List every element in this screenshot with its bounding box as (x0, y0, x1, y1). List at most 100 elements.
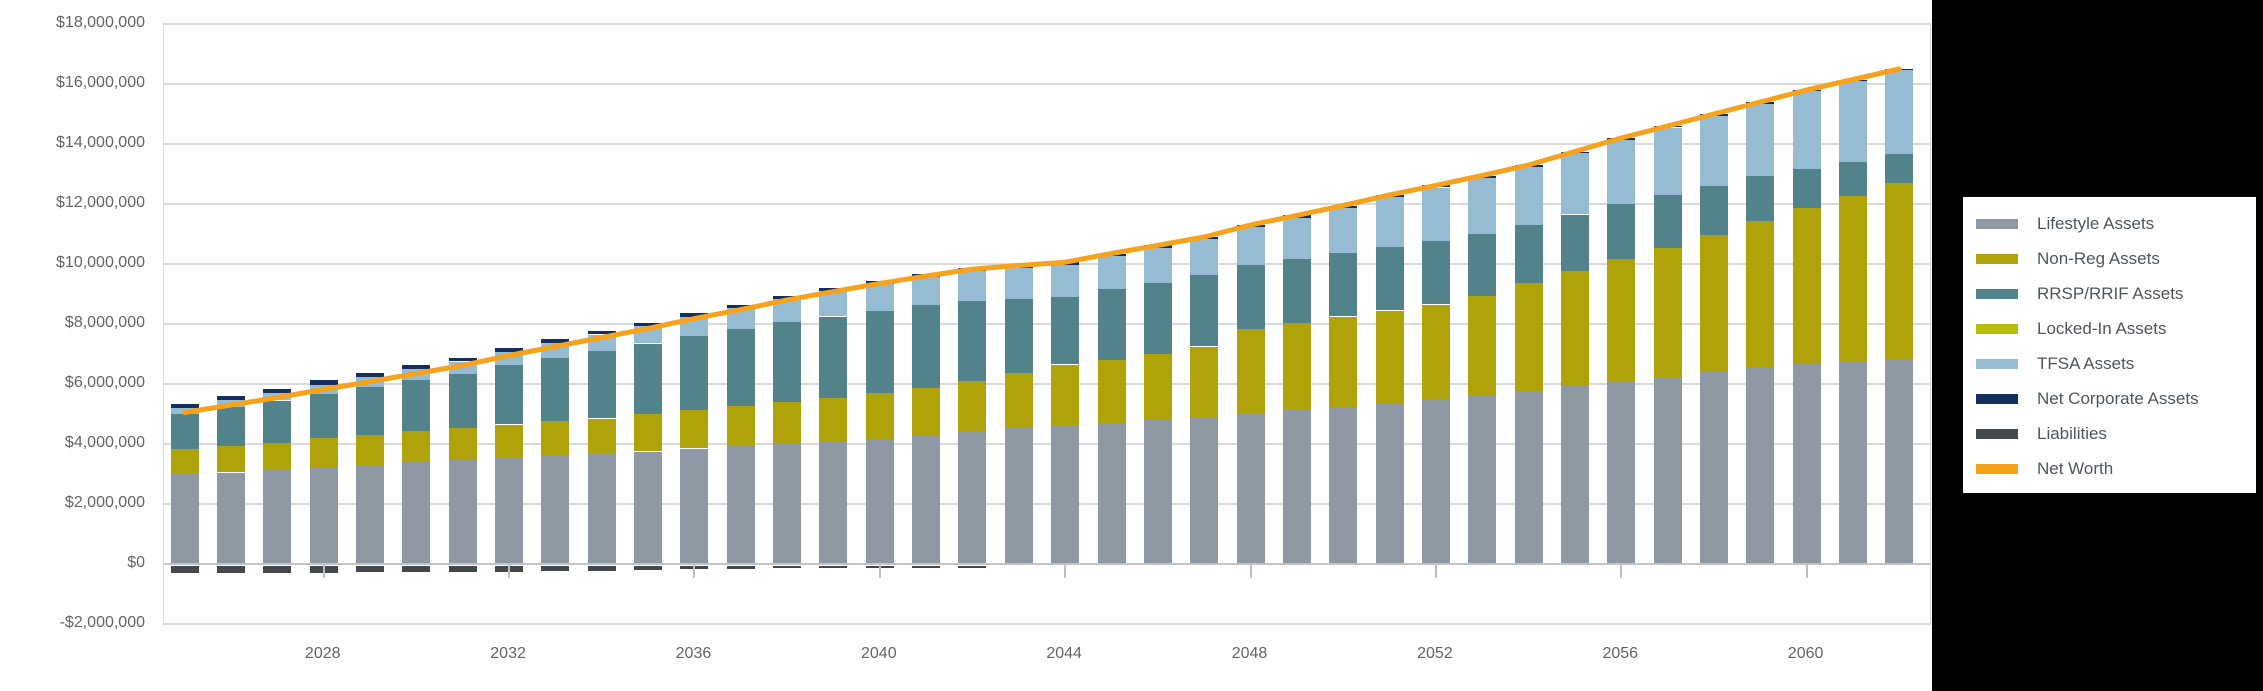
bar-segment-rrsp-rrif-assets-2057 (1653, 195, 1682, 248)
legend-swatch-icon (1976, 253, 2018, 264)
legend-label: RRSP/RRIF Assets (2037, 283, 2184, 303)
legend-item-non-reg-assets: Non-Reg Assets (1963, 241, 2256, 276)
bar-segment-lifestyle-assets-2045 (1097, 422, 1126, 564)
bar-segment-rrsp-rrif-assets-2055 (1560, 214, 1589, 271)
bar-segment-non-reg-assets-2060 (1792, 208, 1821, 364)
bar-segment-non-reg-assets-2025 (170, 449, 199, 474)
bar-segment-rrsp-rrif-assets-2051 (1375, 246, 1404, 311)
gridline (164, 383, 1930, 385)
bar-segment-lifestyle-assets-2059 (1746, 367, 1775, 564)
bar-segment-lifestyle-assets-2061 (1838, 360, 1867, 564)
x-axis-tick-2056 (1620, 564, 1623, 578)
bar-segment-non-reg-assets-2048 (1236, 329, 1265, 414)
x-axis-label-2060: 2060 (1787, 645, 1824, 662)
legend-swatch-icon (1976, 358, 2018, 369)
y-axis-label: $4,000,000 (64, 434, 145, 451)
bar-segment-tfsa-assets-2052 (1421, 187, 1450, 241)
x-axis-tick-2044 (1064, 564, 1067, 578)
x-axis-label-2048: 2048 (1231, 645, 1268, 662)
bar-segment-rrsp-rrif-assets-2025 (170, 413, 199, 450)
gridline (164, 23, 1930, 25)
bar-segment-non-reg-assets-2039 (819, 397, 848, 442)
bar-segment-tfsa-assets-2054 (1514, 166, 1543, 225)
y-axis-label: $0 (127, 554, 145, 571)
bar-segment-liabilities-2038 (773, 566, 802, 569)
bar-segment-net-corporate-assets-2035 (634, 322, 663, 327)
x-axis-label-2036: 2036 (675, 645, 712, 662)
legend-item-net-corporate-assets: Net Corporate Assets (1963, 381, 2256, 416)
bar-segment-lifestyle-assets-2057 (1653, 376, 1682, 564)
bar-segment-tfsa-assets-2060 (1792, 91, 1821, 170)
gridline (164, 443, 1930, 445)
bar-segment-non-reg-assets-2062 (1885, 183, 1914, 359)
legend-swatch-icon (1976, 218, 2018, 229)
x-axis-tick-2048 (1249, 564, 1252, 578)
bar-segment-lifestyle-assets-2031 (448, 459, 477, 564)
bar-segment-liabilities-2026 (217, 566, 246, 573)
bar-segment-non-reg-assets-2041 (912, 388, 941, 436)
legend-label: TFSA Assets (2037, 353, 2135, 373)
bar-segment-non-reg-assets-2031 (448, 427, 477, 460)
bar-segment-lifestyle-assets-2038 (773, 444, 802, 564)
bar-segment-rrsp-rrif-assets-2048 (1236, 264, 1265, 330)
bar-segment-rrsp-rrif-assets-2027 (263, 400, 292, 444)
bar-segment-tfsa-assets-2057 (1653, 127, 1682, 195)
bar-segment-lifestyle-assets-2034 (587, 453, 616, 564)
x-axis-tick-2052 (1434, 564, 1437, 578)
bar-segment-lifestyle-assets-2055 (1560, 386, 1589, 564)
bar-segment-non-reg-assets-2029 (356, 434, 385, 465)
bar-segment-rrsp-rrif-assets-2031 (448, 373, 477, 428)
bar-segment-rrsp-rrif-assets-2060 (1792, 169, 1821, 209)
bar-segment-liabilities-2033 (541, 566, 570, 572)
bar-segment-net-corporate-assets-2028 (309, 380, 338, 385)
y-axis-label: $2,000,000 (64, 494, 145, 511)
bar-segment-lifestyle-assets-2050 (1329, 406, 1358, 564)
bar-segment-lifestyle-assets-2051 (1375, 403, 1404, 564)
x-axis-label-2044: 2044 (1046, 645, 1082, 662)
y-axis-label: $16,000,000 (56, 74, 145, 91)
y-axis-label: $6,000,000 (64, 374, 145, 391)
bar-segment-lifestyle-assets-2060 (1792, 363, 1821, 564)
bar-segment-lifestyle-assets-2028 (309, 466, 338, 564)
bar-segment-lifestyle-assets-2056 (1607, 382, 1636, 564)
bar-segment-lifestyle-assets-2048 (1236, 413, 1265, 564)
bar-segment-net-corporate-assets-2038 (773, 295, 802, 300)
legend-label: Locked-In Assets (2037, 318, 2167, 338)
bar-segment-non-reg-assets-2036 (680, 410, 709, 449)
legend-item-net-worth: Net Worth (1963, 451, 2256, 486)
bar-segment-tfsa-assets-2038 (773, 299, 802, 323)
bar-segment-net-corporate-assets-2026 (217, 396, 246, 401)
bar-segment-tfsa-assets-2047 (1190, 239, 1219, 276)
bar-segment-liabilities-2025 (170, 566, 199, 573)
bar-segment-net-corporate-assets-2032 (495, 348, 524, 352)
bar-segment-rrsp-rrif-assets-2038 (773, 322, 802, 402)
bar-segment-liabilities-2039 (819, 566, 848, 568)
bar-segment-liabilities-2041 (912, 566, 941, 568)
bar-segment-tfsa-assets-2048 (1236, 227, 1265, 265)
legend-swatch-icon (1976, 323, 2018, 334)
legend-swatch-icon (1976, 463, 2018, 474)
bar-segment-non-reg-assets-2047 (1190, 346, 1219, 417)
bar-segment-liabilities-2035 (634, 566, 663, 570)
bar-segment-tfsa-assets-2056 (1607, 139, 1636, 205)
plot-area (163, 23, 1931, 625)
bar-segment-lifestyle-assets-2044 (1051, 424, 1080, 564)
x-axis-tick-2036 (693, 564, 696, 578)
bar-segment-lifestyle-assets-2041 (912, 435, 941, 564)
bar-segment-rrsp-rrif-assets-2035 (634, 343, 663, 415)
bar-segment-rrsp-rrif-assets-2040 (865, 310, 894, 393)
bar-segment-rrsp-rrif-assets-2036 (680, 335, 709, 411)
bar-segment-lifestyle-assets-2043 (1004, 428, 1033, 564)
bar-segment-non-reg-assets-2044 (1051, 364, 1080, 425)
bar-segment-rrsp-rrif-assets-2033 (541, 357, 570, 422)
bar-segment-tfsa-assets-2051 (1375, 197, 1404, 247)
bar-segment-net-corporate-assets-2027 (263, 388, 292, 393)
zero-gridline (164, 563, 1930, 565)
x-axis-label-2052: 2052 (1417, 645, 1453, 662)
bar-segment-lifestyle-assets-2053 (1468, 396, 1497, 564)
bar-segment-tfsa-assets-2049 (1282, 217, 1311, 259)
bar-segment-tfsa-assets-2062 (1885, 70, 1914, 155)
bar-segment-lifestyle-assets-2033 (541, 455, 570, 564)
x-axis-label-2056: 2056 (1602, 645, 1639, 662)
